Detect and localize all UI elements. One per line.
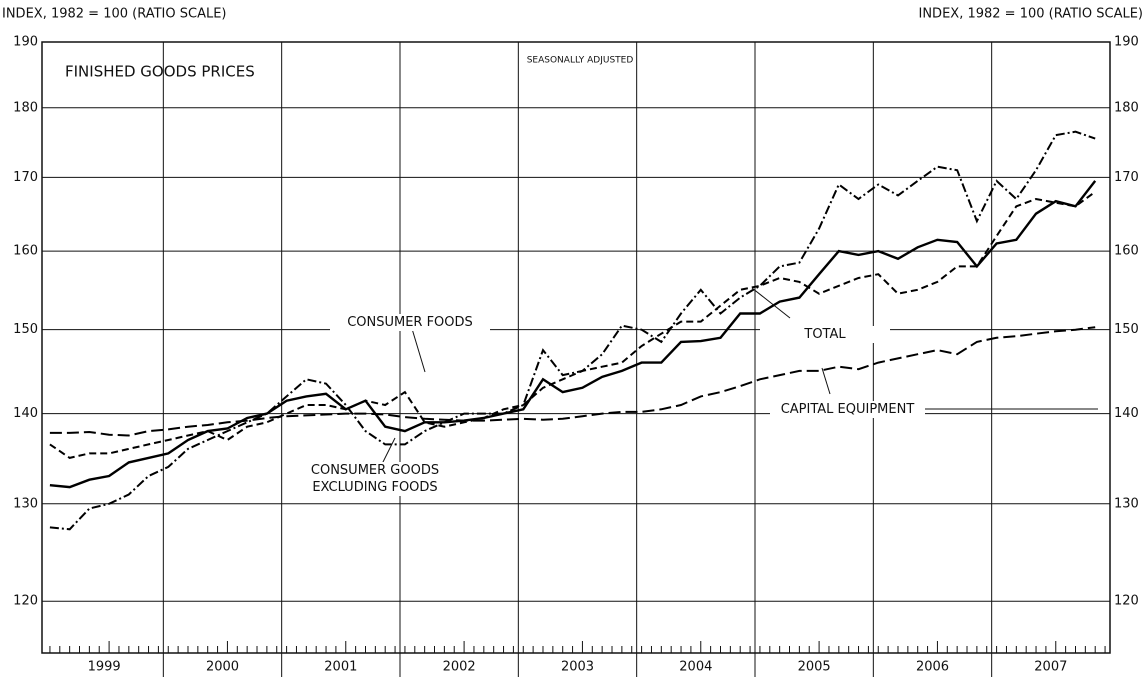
series-line: [49, 190, 1096, 459]
y-tick-label: 120: [13, 594, 38, 609]
x-tick-label: 1999: [88, 660, 121, 675]
x-tick-label: 2005: [798, 660, 831, 675]
x-tick-label: 2001: [324, 660, 357, 675]
series-line: [49, 180, 1097, 489]
chart-title: FINISHED GOODS PRICES: [65, 63, 255, 81]
label-pointer: [821, 367, 831, 395]
x-tick-label: 2006: [916, 660, 949, 675]
x-tick-label: 2002: [443, 660, 476, 675]
series-label: CONSUMER FOODS: [330, 314, 490, 331]
y-tick-label: 170: [13, 170, 38, 185]
series-label: CAPITAL EQUIPMENT: [770, 401, 925, 418]
y-axis-label: INDEX, 1982 = 100 (RATIO SCALE): [2, 7, 227, 22]
y2-tick-label: 160: [1114, 244, 1139, 259]
y2-tick-label: 150: [1114, 322, 1139, 337]
y-tick-label: 150: [13, 322, 38, 337]
y2-tick-label: 170: [1114, 170, 1139, 185]
y-tick-label: 140: [13, 406, 38, 421]
series-label: CONSUMER GOODS EXCLUDING FOODS: [285, 462, 465, 496]
y-tick-label: 130: [13, 496, 38, 511]
x-tick-label: 2003: [561, 660, 594, 675]
y2-axis-label: INDEX, 1982 = 100 (RATIO SCALE): [919, 7, 1144, 22]
x-tick-label: 2004: [679, 660, 712, 675]
series-line: [49, 326, 1096, 437]
series-label: TOTAL: [760, 326, 890, 343]
chart-subtitle: SEASONALLY ADJUSTED: [527, 56, 634, 66]
y2-tick-label: 130: [1114, 496, 1139, 511]
series-line: [49, 130, 1096, 531]
y-tick-label: 160: [13, 244, 38, 259]
y-tick-label: 190: [13, 35, 38, 50]
label-pointer: [751, 287, 791, 319]
y-tick-label: 180: [13, 100, 38, 115]
y2-tick-label: 190: [1114, 35, 1139, 50]
x-tick-label: 2000: [206, 660, 239, 675]
y2-tick-label: 180: [1114, 100, 1139, 115]
y2-tick-label: 120: [1114, 594, 1139, 609]
y2-tick-label: 140: [1114, 406, 1139, 421]
plot-frame: [41, 41, 1111, 654]
x-tick-label: 2007: [1034, 660, 1067, 675]
